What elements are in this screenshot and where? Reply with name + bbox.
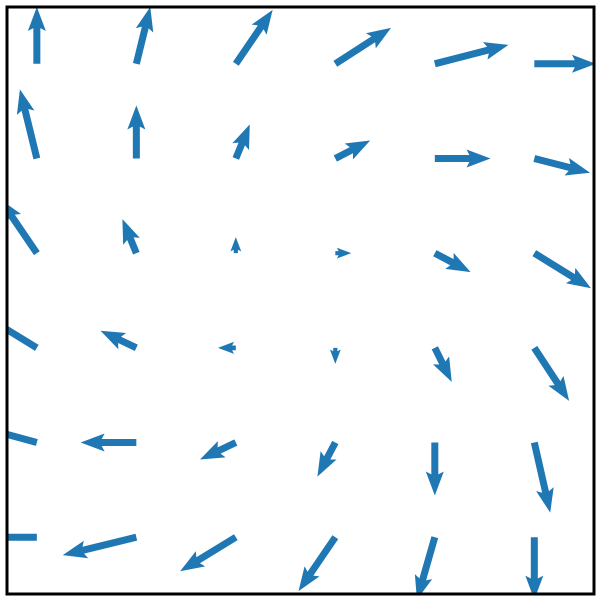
quiver-arrow <box>434 149 491 168</box>
quiver-arrow <box>200 439 238 460</box>
quiver-arrow <box>80 433 137 452</box>
plot-frame <box>5 5 596 596</box>
quiver-arrow <box>298 535 339 592</box>
quiver-arrow <box>532 250 592 289</box>
quiver-arrow <box>127 105 146 159</box>
quiver-arrow <box>534 54 594 73</box>
quiver-arrow <box>333 27 392 67</box>
quiver-arrow <box>132 7 154 65</box>
quiver-arrow <box>180 534 238 572</box>
quiver-arrow <box>414 536 439 594</box>
quiver-arrow <box>317 440 339 477</box>
quiver-arrow <box>433 42 509 68</box>
quiver-arrow <box>232 9 273 66</box>
quiver-arrow <box>230 237 242 254</box>
quiver-arrow <box>7 325 39 351</box>
quiver-arrow <box>7 204 40 256</box>
quiver-arrow <box>217 341 236 354</box>
quiver-arrow <box>329 347 341 364</box>
quiver-arrow <box>16 89 41 160</box>
quiver-arrow <box>7 533 37 541</box>
quiver-arrow <box>62 533 138 559</box>
quiver-arrow <box>533 155 591 176</box>
quiver-arrow <box>525 537 544 594</box>
quiver-arrow <box>122 219 140 255</box>
quiver-arrow <box>27 7 46 64</box>
quiver-arrow <box>530 441 554 513</box>
quiver-arrow <box>425 442 444 496</box>
quiver-arrow <box>431 346 452 382</box>
quiver-arrow <box>333 140 371 162</box>
arrows-layer <box>7 7 594 594</box>
quiver-arrow <box>335 247 352 259</box>
quiver-arrow <box>433 250 471 273</box>
quiver-arrow <box>100 330 138 351</box>
quiver-arrow <box>7 430 38 446</box>
quiver-arrow <box>232 124 250 160</box>
quiver-arrow <box>531 345 570 401</box>
